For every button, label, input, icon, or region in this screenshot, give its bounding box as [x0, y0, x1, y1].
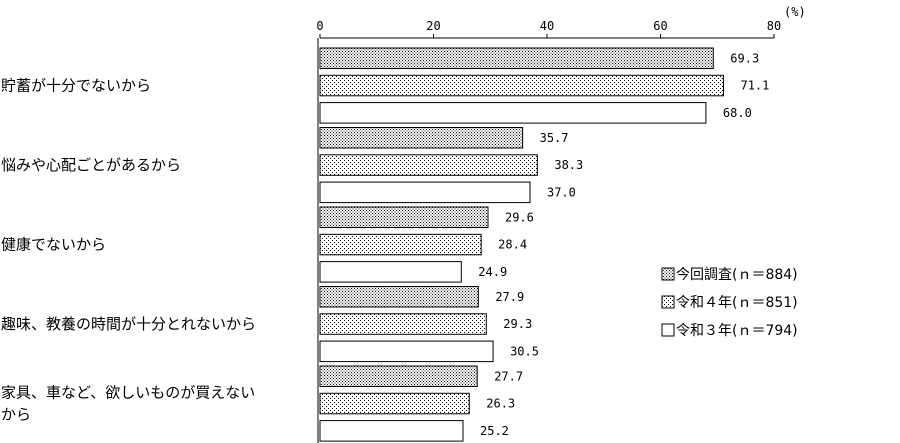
bar-3-series-2 — [319, 233, 482, 256]
value-label: 29.3 — [503, 317, 532, 331]
category-label: から — [1, 406, 31, 424]
value-label: 26.3 — [486, 397, 515, 411]
bar-3-series-3 — [319, 261, 462, 283]
bar-5-series-2 — [319, 392, 470, 415]
unit-label: (%) — [784, 5, 806, 19]
value-label: 69.3 — [730, 51, 759, 65]
bar-1-series-3 — [319, 102, 707, 124]
value-label: 71.1 — [740, 79, 769, 93]
legend-entry-1: 今回調査(ｎ＝884) — [676, 267, 798, 283]
value-label: 24.9 — [478, 265, 507, 279]
category-label: 家具、車など、欲しいものが買えない — [1, 384, 255, 402]
value-label: 27.7 — [494, 369, 523, 383]
bar-5-series-3 — [319, 420, 464, 442]
x-tick-label: 40 — [540, 19, 554, 33]
value-label: 27.9 — [495, 290, 524, 304]
category-label: 悩みや心配ごとがあるから — [1, 156, 181, 174]
bar-2-series-3 — [319, 181, 531, 204]
value-label: 38.3 — [554, 158, 583, 172]
bar-5-series-1 — [319, 365, 478, 387]
bar-1-series-2 — [319, 74, 724, 97]
value-label: 25.2 — [480, 424, 509, 438]
x-tick-label: 0 — [316, 19, 323, 33]
x-tick-label: 20 — [426, 19, 440, 33]
legend-entry-3: 令和３年(ｎ＝794) — [676, 323, 798, 339]
bar-4-series-2 — [319, 313, 487, 335]
category-label: 健康でないから — [1, 236, 106, 254]
value-label: 37.0 — [547, 185, 576, 199]
bar-2-series-1 — [319, 127, 524, 149]
category-label: 貯蓄が十分でないから — [1, 77, 151, 95]
x-tick-label: 60 — [653, 19, 667, 33]
bar-2-series-2 — [319, 154, 538, 176]
category-label: 趣味、教養の時間が十分とれないから — [1, 315, 256, 333]
value-label: 29.6 — [505, 210, 534, 224]
value-label: 35.7 — [540, 131, 569, 145]
bar-4-series-1 — [319, 286, 479, 308]
value-label: 30.5 — [510, 344, 539, 358]
legend-swatch-2 — [661, 295, 675, 309]
legend-swatch-3 — [661, 323, 675, 337]
legend-swatch-1 — [661, 267, 675, 281]
value-label: 28.4 — [498, 238, 527, 252]
bar-4-series-3 — [319, 340, 494, 363]
value-label: 68.0 — [723, 106, 752, 120]
legend-entry-2: 令和４年(ｎ＝851) — [676, 295, 798, 311]
bar-3-series-1 — [319, 206, 489, 228]
bar-1-series-1 — [319, 47, 714, 69]
x-tick-label: 80 — [767, 19, 781, 33]
